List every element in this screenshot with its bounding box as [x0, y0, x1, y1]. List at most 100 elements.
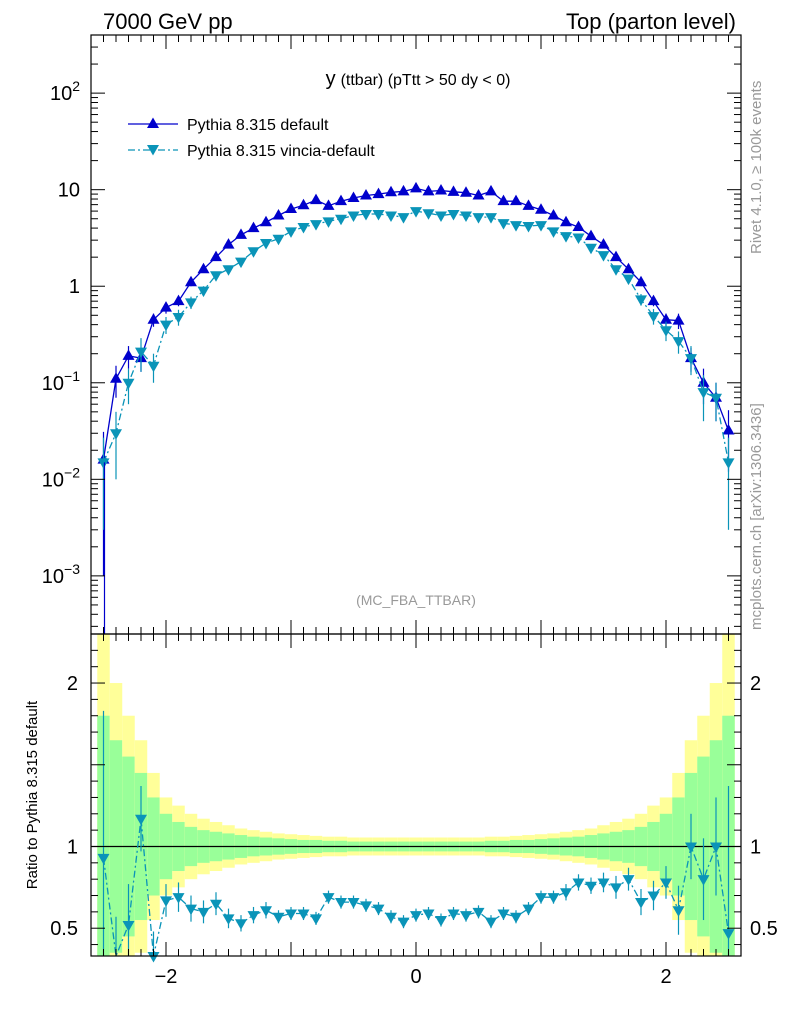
watermark-label: (MC_FBA_TTBAR) — [356, 592, 476, 608]
data-point — [672, 337, 685, 348]
header-right-label: Top (parton level) — [566, 9, 736, 34]
ratio-point — [347, 898, 360, 909]
data-point — [635, 275, 647, 287]
legend-marker-vincia — [147, 145, 159, 156]
data-point — [497, 219, 510, 230]
data-point — [597, 238, 610, 249]
ratio-point — [297, 909, 310, 921]
ratio-point — [635, 898, 647, 909]
data-point — [710, 393, 722, 405]
ratio-y-tick-label-left: 2 — [67, 673, 78, 695]
data-point — [372, 187, 385, 199]
ratio-point — [235, 919, 247, 930]
data-point — [197, 262, 210, 274]
data-point — [610, 250, 622, 262]
data-point — [360, 209, 372, 221]
ratio-point — [185, 904, 197, 916]
data-point — [647, 312, 660, 323]
data-point — [622, 274, 635, 286]
ratio-point — [697, 875, 710, 886]
ratio-point — [447, 909, 460, 921]
ratio-point — [222, 914, 235, 925]
data-point — [185, 298, 197, 309]
ratio-point — [522, 904, 535, 916]
data-point — [722, 424, 735, 435]
ratio-point — [685, 842, 697, 853]
data-point — [585, 229, 597, 241]
ratio-point — [322, 893, 335, 904]
series-line-0 — [102, 187, 730, 460]
data-point — [472, 189, 485, 200]
data-point — [247, 221, 260, 233]
data-point — [410, 181, 422, 193]
plot-title-description: (ttbar) (pTtt > 50 dy < 0) — [341, 72, 511, 89]
data-point — [222, 238, 235, 249]
series-line-1 — [102, 210, 730, 463]
data-point — [310, 193, 322, 205]
data-point — [635, 295, 647, 306]
y-tick-label: 102 — [50, 78, 80, 105]
ratio-point — [572, 878, 585, 889]
data-point — [422, 184, 435, 196]
data-point — [310, 220, 322, 231]
data-point — [547, 209, 560, 220]
data-point — [585, 243, 597, 255]
ratio-point — [160, 896, 172, 907]
data-point — [622, 262, 635, 274]
data-point — [285, 202, 297, 214]
data-point — [447, 185, 460, 196]
data-point — [397, 184, 410, 196]
ratio-point — [147, 952, 160, 963]
data-point — [385, 211, 397, 223]
data-point — [522, 222, 535, 233]
ratio-y-axis-label: Ratio to Pythia 8.315 default — [24, 700, 41, 889]
ratio-point — [660, 878, 672, 889]
ratio-point — [285, 909, 297, 921]
ratio-plot-series — [97, 710, 735, 963]
data-point — [485, 184, 497, 196]
data-point — [610, 265, 622, 276]
x-tick-label: 0 — [410, 966, 421, 988]
data-point — [222, 265, 235, 276]
data-point — [322, 199, 335, 210]
data-point — [210, 250, 222, 262]
data-point — [210, 271, 222, 282]
y-tick-label: 10−2 — [42, 464, 80, 491]
data-point — [297, 223, 310, 234]
ratio-point — [397, 917, 410, 929]
data-point — [135, 347, 147, 359]
data-point — [110, 429, 122, 440]
data-point — [660, 326, 672, 337]
ratio-point — [335, 898, 347, 909]
data-point — [172, 313, 185, 324]
x-tick-label: 2 — [660, 966, 671, 988]
ratio-point — [585, 881, 597, 893]
ratio-point — [622, 875, 635, 886]
data-point — [672, 314, 685, 325]
data-point — [322, 217, 335, 228]
plot-title-variable: y — [326, 68, 336, 90]
ratio-point — [385, 912, 397, 924]
data-point — [347, 211, 360, 223]
ratio-y-tick-label-right: 0.5 — [750, 918, 778, 940]
legend-label-vincia: Pythia 8.315 vincia-default — [187, 143, 375, 160]
ratio-y-tick-label-left: 0.5 — [50, 918, 78, 940]
data-point — [722, 458, 735, 469]
data-point — [485, 213, 497, 224]
data-point — [272, 209, 285, 220]
ratio-point — [510, 912, 522, 924]
data-point — [335, 194, 347, 206]
data-point — [460, 186, 472, 197]
ratio-point — [460, 911, 472, 922]
data-point — [272, 234, 285, 246]
data-point — [572, 233, 585, 244]
mcplots-side-label: mcplots.cern.ch [arXiv:1306.3436] — [748, 403, 765, 630]
ratio-point — [247, 911, 260, 922]
data-point — [197, 286, 210, 298]
legend-label-default: Pythia 8.315 default — [187, 117, 329, 134]
ratio-point — [472, 907, 485, 919]
ratio-point — [360, 901, 372, 912]
axis-ticks: −2 0 2 102 10 1 10−1 10−2 10−3 2 2 1 1 0.5 0.5 — [42, 34, 778, 988]
data-point — [510, 194, 522, 206]
ratio-point — [435, 916, 447, 927]
